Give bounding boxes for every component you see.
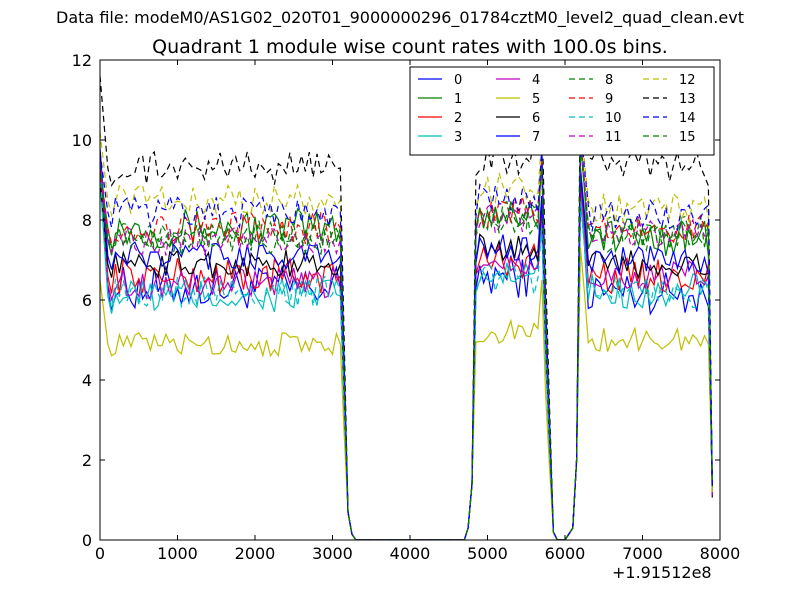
legend-label-13: 13 [679,92,696,107]
legend-frame [409,66,715,156]
chart-title: Quadrant 1 module wise count rates with … [152,36,668,58]
series-line-14 [100,123,713,540]
legend-label-2: 2 [454,111,462,126]
x-tick-label: 5000 [467,544,508,563]
x-tick-label: 7000 [622,544,663,563]
legend-label-15: 15 [679,130,696,145]
y-tick-label: 0 [82,531,92,550]
series-line-4 [100,167,713,540]
y-tick-label: 12 [72,51,92,70]
series-line-13 [100,75,713,540]
y-tick-label: 4 [82,371,92,390]
y-tick-label: 10 [72,131,92,150]
x-tick-label: 4000 [390,544,431,563]
series-line-9 [100,135,713,540]
legend-label-7: 7 [532,130,540,145]
x-axis-offset-label: +1.91512e8 [612,563,712,582]
legend-label-14: 14 [679,111,696,126]
y-tick-label: 6 [82,291,92,310]
legend-label-5: 5 [532,92,540,107]
legend-label-0: 0 [454,73,462,88]
x-tick-label: 6000 [545,544,586,563]
series-line-0 [100,155,713,540]
x-tick-label: 0 [95,544,105,563]
series-layer [100,75,713,540]
series-line-12 [100,115,713,540]
legend-label-9: 9 [605,92,613,107]
legend-label-3: 3 [454,130,462,145]
series-line-2 [100,163,713,540]
series-line-15 [100,143,713,540]
legend-label-10: 10 [605,111,622,126]
series-line-7 [100,147,713,540]
x-tick-label: 2000 [235,544,276,563]
series-line-5 [100,247,713,540]
y-tick-label: 8 [82,211,92,230]
legend-label-4: 4 [532,73,540,88]
x-tick-label: 1000 [157,544,198,563]
series-line-3 [100,179,713,540]
legend-label-11: 11 [605,130,622,145]
x-tick-label: 8000 [700,544,741,563]
y-tick-label: 2 [82,451,92,470]
legend-label-8: 8 [605,73,613,88]
figure-suptitle: Data file: modeM0/AS1G02_020T01_90000002… [56,8,744,27]
legend-label-12: 12 [679,73,696,88]
series-line-11 [100,139,713,540]
ticks-layer: 0 1000 2000 3000 4000 5000 6000 7000 80000246810… [72,51,741,563]
series-line-8 [100,139,713,540]
x-tick-label: 3000 [312,544,353,563]
legend-label-6: 6 [532,111,540,126]
series-line-10 [100,171,713,540]
legend-label-1: 1 [454,92,462,107]
